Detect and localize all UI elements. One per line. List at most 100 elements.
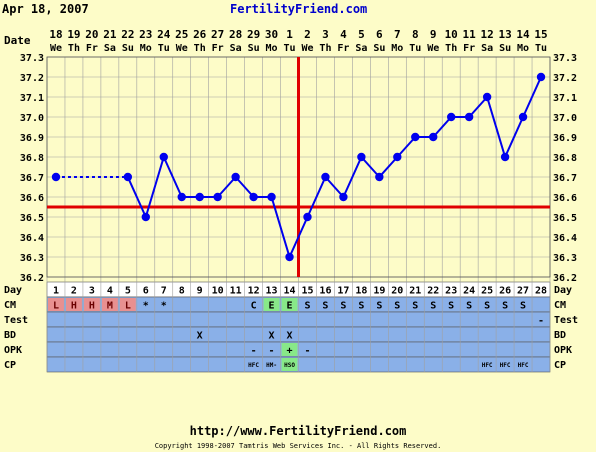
cm-cell-value: H (71, 300, 77, 311)
temperature-segment (216, 176, 237, 198)
test-cell-value: - (538, 315, 544, 326)
bd-cell-value: X (287, 330, 293, 341)
weekday-tick-label: Su (373, 43, 385, 54)
y-tick-label-right: 37.0 (553, 113, 577, 124)
temperature-point (213, 192, 222, 202)
temperature-point (159, 152, 168, 162)
cp-cell-value: HM- (266, 362, 277, 369)
y-tick-label-left: 36.3 (20, 253, 44, 264)
temperature-point (429, 132, 438, 142)
temperature-segment (144, 156, 165, 218)
weekday-tick-label: Th (68, 43, 80, 54)
cm-cell-highlight (119, 298, 136, 311)
cm-cell-value: S (340, 300, 346, 311)
cycle-day-label: 22 (427, 285, 439, 296)
date-tick-label: 22 (121, 28, 134, 41)
row-label-day-left: Day (4, 285, 22, 296)
y-tick-label-right: 37.3 (553, 53, 577, 64)
temperature-segment (162, 156, 183, 198)
weekday-tick-label: Th (319, 43, 331, 54)
date-tick-label: 12 (481, 28, 494, 41)
date-tick-label: 3 (322, 28, 329, 41)
cycle-day-label: 2 (71, 285, 77, 296)
row-label-test-left: Test (4, 315, 28, 326)
temperature-point (303, 212, 312, 222)
row-label-bd-right: BD (554, 330, 566, 341)
temperature-point (375, 172, 384, 182)
cycle-day-label: 27 (517, 285, 529, 296)
cycle-day-label: 17 (337, 285, 349, 296)
date-tick-label: 5 (358, 28, 365, 41)
temperature-segment (468, 96, 488, 118)
temperature-point (195, 192, 204, 202)
cm-cell-value: S (448, 300, 454, 311)
date-tick-label: 7 (394, 28, 401, 41)
date-tick-label: 26 (193, 28, 207, 41)
cycle-day-label: 21 (409, 285, 421, 296)
weekday-tick-label: Mo (391, 43, 403, 54)
cp-cell-highlight (281, 358, 298, 371)
temperature-point (339, 192, 348, 202)
cycle-day-label: 1 (53, 285, 59, 296)
temperature-segment (126, 176, 147, 218)
temperature-segment (504, 116, 524, 158)
temperature-point (500, 152, 510, 162)
temperature-point (393, 152, 402, 162)
date-row-label: Date (4, 34, 31, 47)
weekday-tick-label: Tu (283, 43, 295, 54)
footer-url[interactable]: http://www.FertilityFriend.com (189, 424, 407, 438)
bd-cell-value: X (269, 330, 275, 341)
cm-cell-value: L (125, 300, 131, 311)
row-label-cp-right: CP (554, 360, 566, 371)
weekday-tick-label: Su (248, 43, 260, 54)
temperature-segment (288, 216, 309, 258)
y-tick-label-right: 36.3 (553, 253, 577, 264)
date-tick-label: 11 (463, 28, 477, 41)
cycle-day-label: 23 (445, 285, 457, 296)
weekday-tick-label: We (427, 43, 439, 54)
cycle-day-label: 24 (463, 285, 475, 296)
date-tick-label: 21 (103, 28, 117, 41)
cm-cell-value: S (358, 300, 364, 311)
row-label-opk-right: OPK (554, 345, 572, 356)
cm-cell-value: S (466, 300, 472, 311)
cp-cell-value: HFC (248, 362, 259, 369)
cm-cell-highlight (83, 298, 100, 311)
weekday-tick-label: We (176, 43, 188, 54)
footer-copyright: Copyright 1998-2007 Tamtris Web Services… (154, 442, 442, 450)
weekday-tick-label: Tu (409, 43, 421, 54)
y-tick-label-right: 36.6 (553, 193, 577, 204)
y-tick-label-left: 37.1 (20, 93, 44, 104)
cm-cell-value: H (89, 300, 95, 311)
site-title[interactable]: FertilityFriend.com (230, 2, 368, 16)
temperature-segment (522, 76, 542, 118)
cm-cell-highlight (48, 298, 64, 311)
date-tick-label: 20 (85, 28, 98, 41)
opk-cell-highlight (281, 343, 298, 356)
cm-cell-value: M (107, 300, 113, 311)
temperature-point (357, 152, 366, 162)
cm-cell-value: E (287, 300, 293, 311)
cm-cell-value: S (484, 300, 490, 311)
weekday-tick-label: Mo (517, 43, 529, 54)
cycle-day-label: 9 (197, 285, 203, 296)
cycle-day-label: 25 (481, 285, 493, 296)
temperature-point (536, 72, 546, 82)
chart-date-stamp: Apr 18, 2007 (2, 2, 89, 16)
date-tick-label: 10 (445, 28, 458, 41)
date-tick-label: 27 (211, 28, 224, 41)
temperature-point (446, 112, 456, 122)
cycle-day-label: 5 (125, 285, 131, 296)
cm-cell-highlight (281, 298, 298, 311)
row-label-day-right: Day (554, 285, 572, 296)
cycle-day-label: 15 (301, 285, 313, 296)
weekday-tick-label: Sa (104, 43, 116, 54)
cm-cell-value: S (520, 300, 526, 311)
date-tick-label: 9 (430, 28, 437, 41)
temperature-segment (234, 176, 255, 198)
opk-cell-value: + (287, 345, 293, 356)
cycle-day-label: 13 (266, 285, 278, 296)
cycle-day-label: 10 (212, 285, 224, 296)
